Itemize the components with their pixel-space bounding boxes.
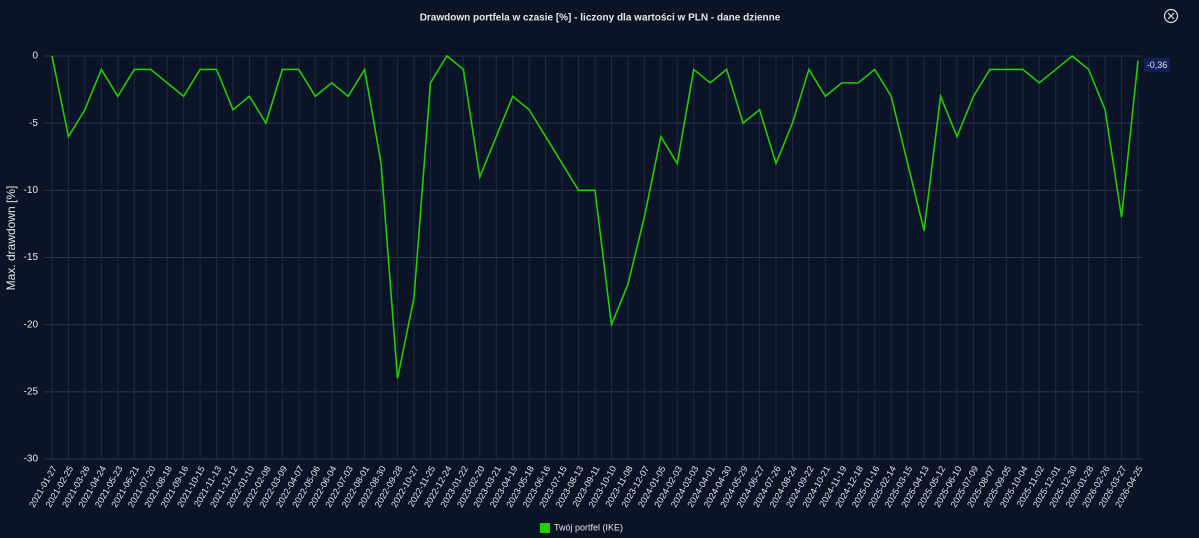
y-tick-label: 0 xyxy=(32,51,38,62)
y-tick-label: -15 xyxy=(24,252,39,263)
legend-swatch xyxy=(540,523,550,533)
last-value-badge xyxy=(1144,57,1170,72)
y-tick-label: -5 xyxy=(29,118,38,129)
y-tick-label: -20 xyxy=(24,319,39,330)
chart-title: Drawdown portfela w czasie [%] - liczony… xyxy=(420,13,781,24)
close-button[interactable] xyxy=(1163,8,1179,24)
line-series xyxy=(51,54,1139,379)
y-axis-label: Max. drawdown [%] xyxy=(4,186,18,291)
y-tick-label: -25 xyxy=(24,386,39,397)
y-tick-label: -10 xyxy=(24,185,39,196)
last-value-label: -0,36 xyxy=(1147,60,1168,70)
y-tick-label: -30 xyxy=(24,454,39,465)
legend-label: Twój portfel (IKE) xyxy=(554,522,623,532)
